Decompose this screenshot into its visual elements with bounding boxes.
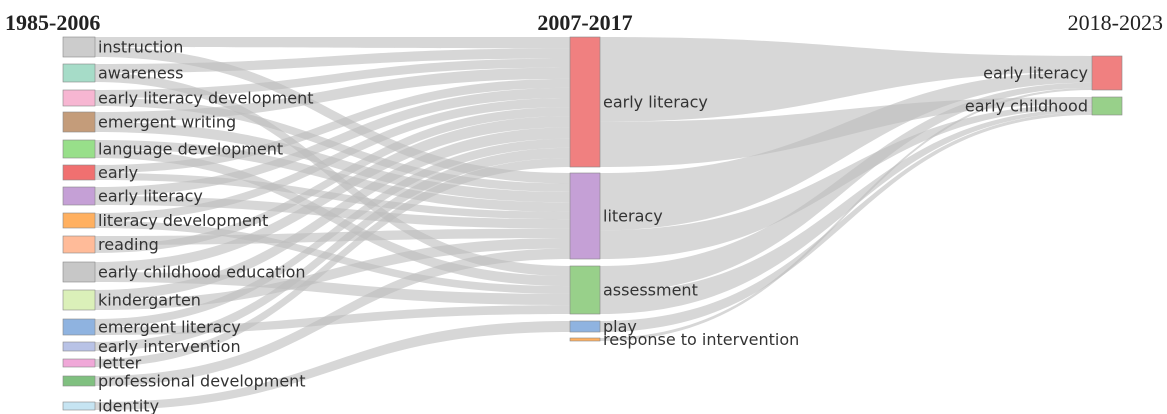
link — [95, 127, 570, 300]
node-label: instruction — [98, 38, 183, 57]
node — [62, 111, 96, 133]
link — [600, 112, 1092, 332]
node-label: letter — [98, 354, 142, 373]
node-label: awareness — [98, 64, 183, 83]
node-label: early intervention — [98, 337, 241, 356]
node — [62, 341, 96, 352]
link — [95, 138, 570, 327]
node-label: play — [603, 317, 637, 336]
link — [95, 147, 570, 351]
node — [569, 337, 601, 342]
node — [62, 318, 96, 336]
node-label: early literacy — [603, 93, 708, 112]
node — [62, 261, 96, 283]
period-header: 2018-2023 — [1068, 10, 1163, 35]
link — [95, 67, 570, 122]
link — [95, 221, 570, 294]
period-header: 1985-2006 — [5, 10, 100, 35]
link — [95, 248, 570, 386]
node-label: early literacy development — [98, 89, 314, 108]
node — [62, 36, 96, 58]
node — [62, 139, 96, 159]
node-label: early — [98, 163, 138, 182]
link — [95, 87, 570, 196]
node — [62, 164, 96, 181]
link — [95, 107, 570, 253]
link — [95, 47, 570, 184]
node — [62, 375, 96, 387]
node — [62, 358, 96, 368]
period-header: 2007-2017 — [537, 10, 632, 35]
node — [569, 172, 601, 260]
node-label: professional development — [98, 372, 306, 391]
node — [62, 235, 96, 254]
node-label: emergent writing — [98, 113, 236, 132]
link — [600, 108, 1092, 314]
link — [600, 87, 1092, 341]
node-label: early childhood education — [98, 263, 306, 282]
links — [95, 37, 1092, 410]
link — [95, 98, 570, 221]
link — [600, 82, 1092, 293]
node-label: identity — [98, 397, 159, 414]
node — [62, 89, 96, 107]
link — [600, 37, 1092, 122]
node — [62, 289, 96, 311]
link — [95, 157, 570, 367]
link — [95, 238, 570, 310]
node-label: early literacy — [983, 64, 1088, 83]
node-label: literacy development — [98, 211, 268, 230]
node-label: kindergarten — [98, 291, 201, 310]
link — [95, 58, 570, 98]
link — [95, 116, 570, 272]
node — [62, 63, 96, 83]
node-label: literacy — [603, 207, 663, 226]
node-label: reading — [98, 235, 159, 254]
link — [95, 48, 570, 73]
link — [95, 37, 570, 49]
node — [1091, 55, 1123, 91]
node-label: assessment — [603, 281, 698, 300]
link — [95, 321, 570, 410]
node — [569, 36, 601, 168]
link — [95, 140, 570, 212]
node — [569, 265, 601, 315]
node-label: early childhood — [965, 97, 1088, 116]
node — [1091, 96, 1123, 116]
link — [95, 78, 570, 173]
node-label: language development — [98, 140, 283, 159]
link — [600, 71, 1092, 231]
node — [62, 401, 96, 411]
node-label: response to intervention — [603, 330, 799, 349]
node-label: early literacy — [98, 187, 203, 206]
node — [569, 320, 601, 333]
node — [62, 212, 96, 229]
node — [62, 186, 96, 206]
node-label: emergent literacy — [98, 318, 241, 337]
